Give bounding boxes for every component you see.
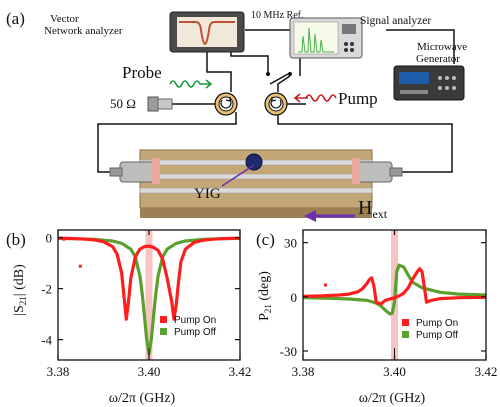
mw-generator-label-line1: Microwave [417,41,467,53]
series-line-pump-off [302,263,487,316]
y-tick-label: 0 [291,290,298,305]
y-tick-label: -30 [280,344,297,359]
x-tick-label: 3.38 [292,364,315,379]
legend-label-pump-on: Pump On [174,315,216,326]
y-tick-label: 0 [46,231,53,246]
probe-arrow-icon [200,79,213,89]
series-line-pump-on [302,267,487,306]
probe-label: Probe [122,63,162,82]
microwave-generator-icon [393,65,465,101]
chart-panel-c: 3.38 3.40 3.42 30 0 -30 (c) P21 (deg) ω/2π (G… [256,229,498,406]
ticks-c: 3.38 3.40 3.42 30 0 -30 [280,230,498,379]
x-tick-label: 3.42 [229,364,252,379]
ref-label: 10 MHz Ref. [251,10,304,21]
vna-label-line1: Vector [50,13,79,25]
x-tick-label: 3.40 [383,364,406,379]
vector-network-analyzer-icon [169,11,245,53]
pump-arrow-icon [293,93,308,103]
y-tick-label: -2 [41,282,52,297]
yig-pointer [221,164,255,187]
y-tick-label: -4 [41,333,52,348]
x-tick-label: 3.42 [475,364,498,379]
pump-wave-icon [305,94,337,102]
load-terminator-icon [147,96,173,112]
rf-switch-icon [266,72,292,85]
yig-sphere-icon [245,153,263,171]
y-tick-label: 30 [284,236,297,251]
mw-generator-label-line2: Generator [416,53,460,65]
series-group-b [57,236,241,360]
legend-label-pump-on: Pump On [416,318,458,329]
signal-analyzer-icon [289,17,363,59]
panel-a-label: (a) [6,9,25,28]
panel-b-label: (b) [6,230,26,249]
pump-label: Pump [338,89,378,108]
chart-panel-b: 3.38 3.40 3.42 0 -2 -4 (b) |S21| (dB) ω/2π (G… [6,229,251,406]
x-tick-label: 3.38 [47,364,70,379]
highlight-band-b [145,230,153,360]
legend-swatch-pump-on [402,319,409,326]
x-axis-label-c: ω/2π (GHz) [359,391,426,406]
probe-wave-icon [169,80,201,88]
coplanar-board [109,149,403,218]
x-axis-label-b: ω/2π (GHz) [109,391,176,406]
field-label: Hext [358,197,388,221]
legend-label-pump-off: Pump Off [416,330,458,341]
legend-swatch-pump-on [160,316,167,323]
field-arrowhead-icon [304,210,316,222]
legend-label-pump-off: Pump Off [174,327,216,338]
legend-swatch-pump-off [160,328,167,335]
panel-a-schematic: (a) Vector Network analyzer 10 MHz Ref. [6,9,467,222]
panel-c-label: (c) [256,230,275,249]
signal-analyzer-label: Signal analyzer [360,15,431,27]
series-line-pump-on [57,236,241,321]
stray-point-1 [78,264,82,268]
legend-swatch-pump-off [402,331,409,338]
y-axis-label-c: P21 (deg) [257,271,273,321]
ticks-b: 3.38 3.40 3.42 0 -2 -4 [41,230,251,379]
x-tick-label: 3.40 [138,364,161,379]
yig-label: YIG [194,186,221,202]
y-axis-label-b: |S21| (dB) [12,264,28,316]
vna-label-line2: Network analyzer [44,25,123,37]
stray-point-0 [62,237,66,241]
stray-point-0 [323,283,327,287]
load-label: 50 Ω [110,96,136,111]
circulator-right-icon [264,92,288,116]
circulator-left-icon [214,92,238,116]
